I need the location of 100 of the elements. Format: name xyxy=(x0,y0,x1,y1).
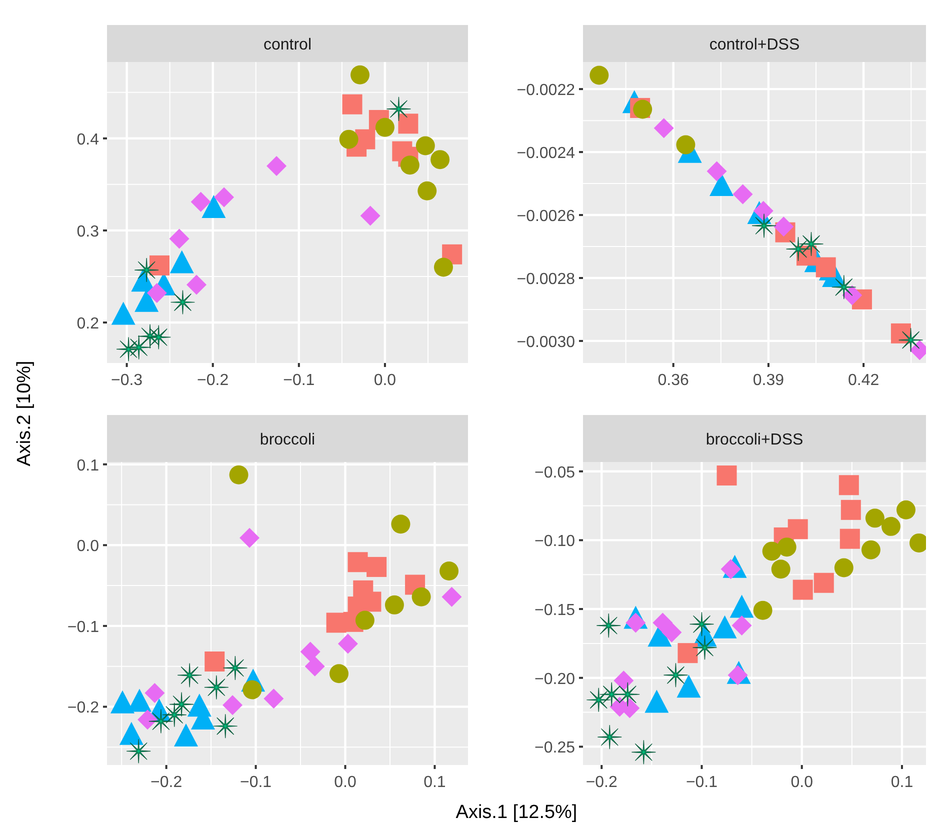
y-tick-label: −0.0024 xyxy=(516,145,576,162)
point xyxy=(264,688,284,709)
y-tick-label: 0.2 xyxy=(76,316,100,332)
point xyxy=(753,600,772,620)
point xyxy=(798,232,824,256)
point xyxy=(222,656,248,680)
point xyxy=(366,556,387,577)
point xyxy=(730,594,754,618)
point xyxy=(861,540,880,560)
y-tick-label: −0.1 xyxy=(67,618,100,636)
point xyxy=(146,283,167,304)
point xyxy=(300,642,320,662)
point xyxy=(342,94,362,114)
x-tick-label: 0.36 xyxy=(658,372,690,389)
point xyxy=(712,615,737,638)
point xyxy=(138,710,158,730)
point xyxy=(418,181,437,200)
point xyxy=(716,465,737,486)
point xyxy=(360,206,380,226)
point xyxy=(586,688,611,712)
point xyxy=(350,65,370,84)
point xyxy=(440,562,459,580)
point xyxy=(222,695,243,716)
point xyxy=(676,135,696,154)
y-tick-label: −0.20 xyxy=(534,670,576,688)
point xyxy=(898,328,924,352)
point xyxy=(177,662,202,688)
point xyxy=(170,290,196,315)
point xyxy=(814,572,834,593)
point xyxy=(615,682,640,707)
point xyxy=(149,255,170,276)
x-tick-label: −0.2 xyxy=(586,774,618,791)
x-tick-label: 0.39 xyxy=(752,372,784,389)
point xyxy=(202,195,226,218)
point xyxy=(240,528,260,548)
chart-title: control+DSS xyxy=(709,36,800,54)
point xyxy=(590,66,609,85)
x-tick-label: 0.0 xyxy=(334,774,356,791)
point xyxy=(881,516,900,536)
point xyxy=(832,274,856,300)
point xyxy=(762,542,782,561)
point xyxy=(304,656,325,676)
x-tick-label: −0.3 xyxy=(110,372,143,389)
point xyxy=(732,616,752,636)
y-tick-label: 0.1 xyxy=(76,457,100,474)
x-axis-title: Axis.1 [12.5%] xyxy=(456,802,578,823)
point xyxy=(386,96,412,122)
point xyxy=(339,130,358,149)
y-tick-label: −0.10 xyxy=(534,533,576,550)
point xyxy=(148,708,174,734)
chart-title: control xyxy=(263,36,312,54)
point xyxy=(678,643,698,664)
point xyxy=(792,580,813,600)
point xyxy=(652,612,673,633)
x-tick-label: −0.2 xyxy=(197,372,229,389)
x-tick-label: 0.42 xyxy=(848,372,880,389)
point xyxy=(326,612,346,633)
point xyxy=(430,150,450,170)
y-tick-label: −0.0030 xyxy=(516,334,576,351)
point xyxy=(204,651,225,672)
x-tick-label: 0.1 xyxy=(890,774,914,791)
point xyxy=(329,664,348,684)
point xyxy=(144,683,165,704)
point xyxy=(214,187,234,208)
point xyxy=(110,690,134,714)
y-tick-label: −0.15 xyxy=(534,602,576,620)
chart-title: broccoli xyxy=(260,432,316,448)
point xyxy=(644,690,669,713)
point xyxy=(662,622,682,642)
point xyxy=(375,118,394,137)
point xyxy=(774,216,794,237)
point xyxy=(169,228,190,249)
point xyxy=(126,738,151,764)
x-tick-label: −0.2 xyxy=(150,774,182,791)
y-tick-label: 0.4 xyxy=(76,131,100,148)
point xyxy=(689,612,714,636)
point xyxy=(663,662,688,688)
point xyxy=(111,302,136,325)
point xyxy=(834,558,854,578)
point xyxy=(204,675,229,700)
point xyxy=(355,610,374,630)
point xyxy=(162,702,187,728)
point xyxy=(213,714,238,738)
x-tick-label: −0.1 xyxy=(240,774,272,791)
point xyxy=(416,136,435,156)
chart-title: broccoli+DSS xyxy=(706,432,804,448)
point xyxy=(174,724,198,747)
y-tick-label: −0.0028 xyxy=(516,270,576,288)
point xyxy=(777,538,796,557)
point xyxy=(840,528,860,549)
x-tick-label: 0.0 xyxy=(790,774,814,791)
point xyxy=(614,670,634,691)
y-tick-label: 0.0 xyxy=(76,538,100,556)
point xyxy=(146,324,171,350)
point xyxy=(229,465,248,484)
y-tick-label: −0.0022 xyxy=(516,82,576,100)
point xyxy=(412,587,431,606)
point xyxy=(597,724,622,750)
x-tick-label: −0.1 xyxy=(686,774,718,791)
point xyxy=(706,161,727,182)
